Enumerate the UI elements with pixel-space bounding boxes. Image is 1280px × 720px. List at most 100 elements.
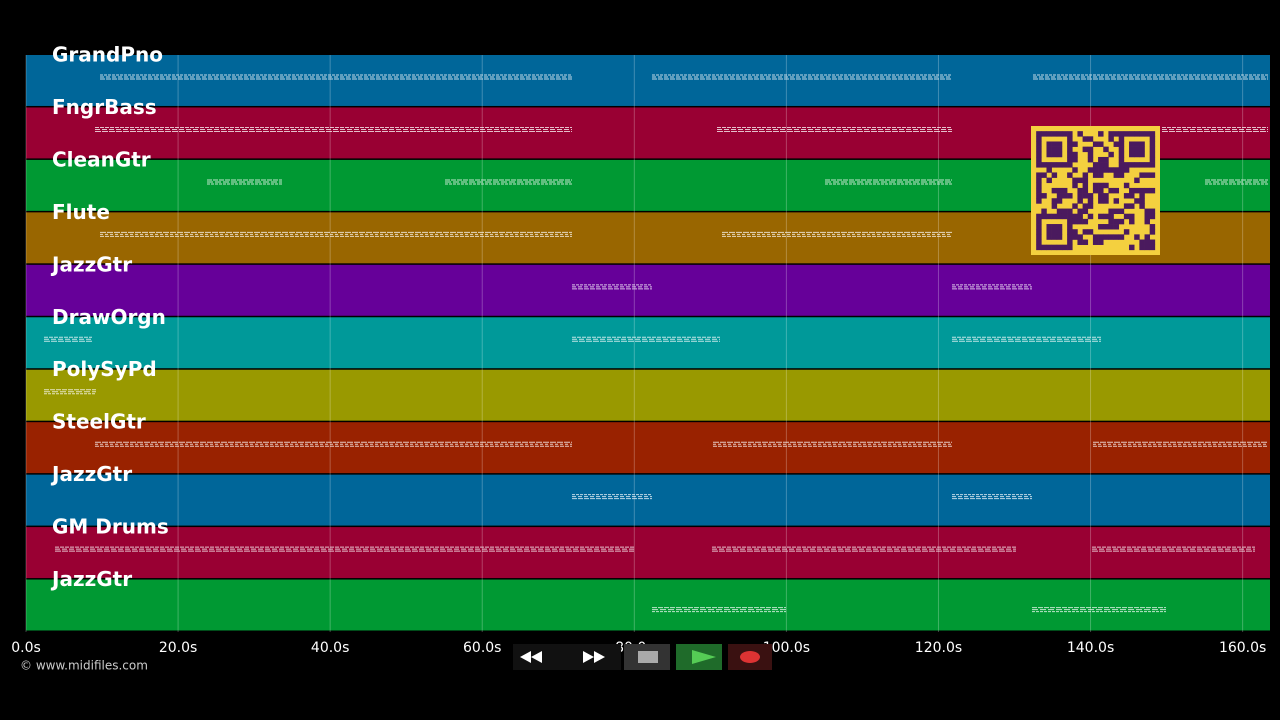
qr-module — [1046, 141, 1052, 147]
qr-module — [1082, 177, 1089, 184]
qr-module — [1051, 146, 1058, 153]
qr-module — [1051, 224, 1058, 230]
qr-module — [1036, 187, 1042, 194]
qr-module — [1134, 141, 1140, 147]
qr-module — [1149, 208, 1156, 215]
forward-icon — [583, 651, 605, 663]
qr-module — [1113, 218, 1120, 225]
qr-module — [1087, 203, 1094, 209]
record-icon — [740, 651, 760, 663]
qr-module — [1118, 162, 1125, 168]
qr-module — [1118, 136, 1125, 142]
qr-module — [1056, 244, 1063, 251]
track-name: CleanGtr — [52, 147, 151, 171]
qr-module — [1056, 208, 1063, 215]
qr-module — [1067, 229, 1073, 235]
qr-module — [1036, 198, 1042, 204]
qr-module — [1072, 234, 1078, 240]
qr-module — [1041, 193, 1047, 199]
track-name: Flute — [52, 200, 110, 224]
qr-module — [1092, 162, 1099, 168]
track-name: FngrBass — [52, 95, 157, 119]
qr-module — [1061, 162, 1068, 168]
qr-module — [1077, 131, 1083, 137]
qr-module — [1113, 131, 1120, 137]
qr-module — [1092, 167, 1099, 173]
qr-module — [1051, 234, 1058, 240]
qr-module — [1056, 224, 1063, 230]
qr-module — [1149, 172, 1156, 178]
qr-module — [1098, 193, 1104, 199]
qr-module — [1087, 146, 1094, 153]
qr-module — [1067, 234, 1073, 240]
qr-module — [1051, 162, 1058, 168]
qr-module — [1077, 239, 1083, 245]
qr-module — [1129, 213, 1135, 220]
qr-module — [1113, 172, 1120, 178]
qr-module — [1123, 213, 1130, 220]
qr-module — [1108, 213, 1114, 220]
qr-module — [1046, 213, 1052, 220]
qr-module — [1046, 162, 1052, 168]
qr-module — [1036, 151, 1042, 158]
qr-module — [1072, 141, 1078, 147]
qr-module — [1056, 131, 1063, 137]
qr-module — [1036, 239, 1042, 245]
qr-module — [1103, 198, 1109, 204]
qr-module — [1149, 162, 1156, 168]
qr-module — [1067, 141, 1073, 147]
qr-module — [1077, 213, 1083, 220]
qr-module — [1139, 244, 1145, 251]
qr-module — [1129, 141, 1135, 147]
transport-controls — [513, 644, 772, 670]
track-name: PolySyPd — [52, 357, 157, 381]
copyright: © www.midifiles.com — [20, 659, 148, 673]
qr-module — [1056, 198, 1063, 204]
qr-module — [1123, 193, 1130, 199]
qr-module — [1149, 213, 1156, 220]
qr-module — [1098, 187, 1104, 194]
qr-module — [1139, 172, 1145, 178]
qr-module — [1098, 172, 1104, 178]
tick-label: 100.0s — [763, 640, 810, 656]
qr-module — [1092, 187, 1099, 194]
qr-module — [1098, 167, 1104, 173]
track-lane — [26, 55, 1270, 106]
qr-module — [1129, 203, 1135, 209]
time-axis: 0.0s20.0s40.0s60.0s80.0s100.0s120.0s140.… — [11, 640, 1266, 656]
qr-module — [1144, 187, 1150, 194]
play-icon — [692, 650, 716, 664]
qr-module — [1118, 141, 1125, 147]
qr-module — [1123, 131, 1130, 137]
qr-module — [1139, 187, 1145, 194]
qr-module — [1067, 213, 1073, 220]
qr-module — [1041, 162, 1047, 168]
qr-module — [1077, 234, 1083, 240]
qr-module — [1072, 203, 1078, 209]
qr-module — [1036, 146, 1042, 153]
qr-module — [1098, 162, 1104, 168]
qr-module — [1056, 234, 1063, 240]
qr-module — [1036, 136, 1042, 142]
qr-module — [1144, 172, 1150, 178]
qr-module — [1046, 151, 1052, 158]
qr-module — [1067, 172, 1073, 178]
qr-module — [1051, 229, 1058, 235]
track-lane — [26, 579, 1270, 631]
qr-module — [1036, 193, 1042, 199]
qr-module — [1149, 244, 1156, 251]
qr-module — [1149, 239, 1156, 245]
qr-module — [1046, 224, 1052, 230]
qr-module — [1036, 131, 1042, 137]
qr-module — [1046, 131, 1052, 137]
qr-module — [1149, 146, 1156, 153]
qr-module — [1067, 208, 1073, 215]
qr-module — [1108, 224, 1114, 230]
qr-module — [1082, 136, 1089, 142]
qr-module — [1134, 234, 1140, 240]
qr-module — [1072, 177, 1078, 184]
tick-label: 0.0s — [11, 640, 41, 656]
qr-module — [1072, 229, 1078, 235]
qr-module — [1036, 218, 1042, 225]
qr-module — [1103, 167, 1109, 173]
